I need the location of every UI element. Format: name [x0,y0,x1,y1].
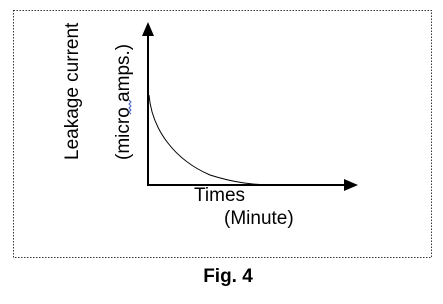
frame-border [13,10,432,258]
x-axis-arrow [344,179,358,191]
x-axis-label: Times [194,185,245,206]
spellcheck-underline [128,99,132,115]
y-axis-label: Leakage current [62,22,83,160]
y-axis-unit: (micro amps.) [113,44,134,160]
figure-caption: Fig. 4 [203,266,253,287]
decay-curve [148,94,276,186]
x-axis-unit: (Minute) [224,208,294,229]
y-axis-arrow [142,22,154,36]
